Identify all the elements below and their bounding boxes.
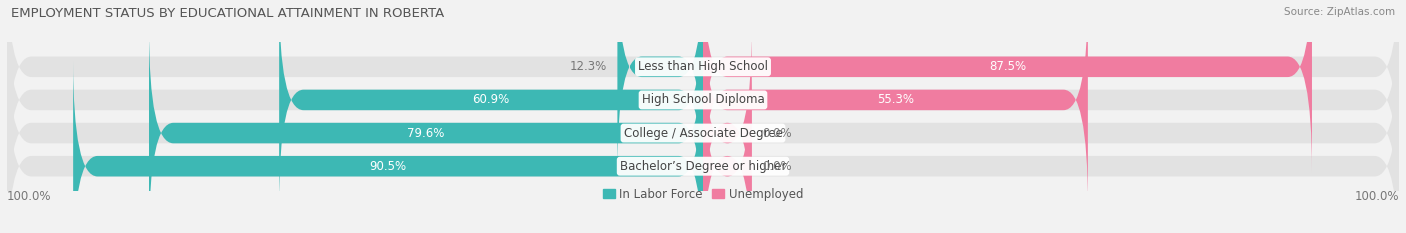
FancyBboxPatch shape: [7, 0, 1399, 206]
Text: EMPLOYMENT STATUS BY EDUCATIONAL ATTAINMENT IN ROBERTA: EMPLOYMENT STATUS BY EDUCATIONAL ATTAINM…: [11, 7, 444, 20]
Legend: In Labor Force, Unemployed: In Labor Force, Unemployed: [600, 185, 806, 203]
FancyBboxPatch shape: [703, 27, 752, 233]
FancyBboxPatch shape: [617, 0, 703, 172]
FancyBboxPatch shape: [7, 0, 1399, 172]
Text: 60.9%: 60.9%: [472, 93, 510, 106]
FancyBboxPatch shape: [703, 61, 752, 233]
Text: 79.6%: 79.6%: [408, 127, 444, 140]
Text: Less than High School: Less than High School: [638, 60, 768, 73]
Text: 55.3%: 55.3%: [877, 93, 914, 106]
Text: 0.0%: 0.0%: [762, 127, 792, 140]
FancyBboxPatch shape: [7, 61, 1399, 233]
Text: 100.0%: 100.0%: [1354, 190, 1399, 203]
Text: High School Diploma: High School Diploma: [641, 93, 765, 106]
Text: College / Associate Degree: College / Associate Degree: [624, 127, 782, 140]
FancyBboxPatch shape: [280, 0, 703, 206]
FancyBboxPatch shape: [149, 27, 703, 233]
FancyBboxPatch shape: [703, 0, 1088, 206]
Text: Source: ZipAtlas.com: Source: ZipAtlas.com: [1284, 7, 1395, 17]
Text: 12.3%: 12.3%: [569, 60, 607, 73]
Text: Bachelor’s Degree or higher: Bachelor’s Degree or higher: [620, 160, 786, 173]
FancyBboxPatch shape: [7, 27, 1399, 233]
Text: 90.5%: 90.5%: [370, 160, 406, 173]
Text: 0.0%: 0.0%: [762, 160, 792, 173]
FancyBboxPatch shape: [73, 61, 703, 233]
Text: 100.0%: 100.0%: [7, 190, 52, 203]
Text: 87.5%: 87.5%: [988, 60, 1026, 73]
FancyBboxPatch shape: [703, 0, 1312, 172]
